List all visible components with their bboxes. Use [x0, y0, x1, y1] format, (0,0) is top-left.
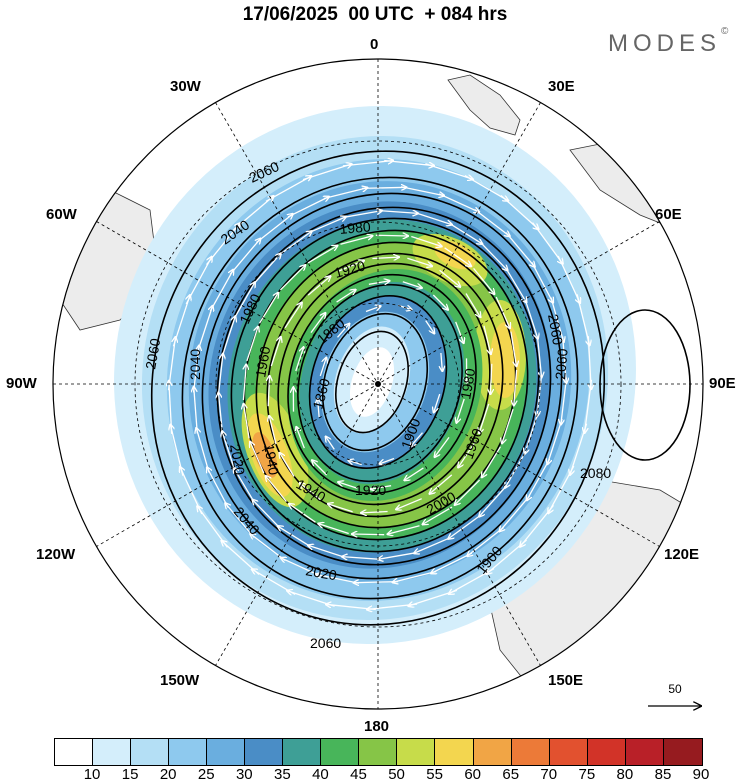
contour-label: 2040 [187, 349, 203, 380]
colorbar-tick: 10 [77, 766, 107, 783]
longitude-label-150w: 150W [160, 672, 199, 689]
colorbar-swatch [55, 739, 93, 765]
colorbar-swatch [321, 739, 359, 765]
colorbar-tick: 40 [305, 766, 335, 783]
contour-label: 2060 [310, 635, 341, 651]
colorbar-swatch [359, 739, 397, 765]
longitude-label-30w: 30W [170, 78, 201, 95]
longitude-label-120w: 120W [36, 546, 75, 563]
vector-scale-arrow [645, 682, 705, 718]
colorbar-tick: 90 [686, 766, 716, 783]
colorbar-swatch [131, 739, 169, 765]
colorbar-tick: 60 [458, 766, 488, 783]
colorbar-swatch [245, 739, 283, 765]
longitude-label-60e: 60E [655, 206, 682, 223]
colorbar-tick: 25 [191, 766, 221, 783]
colorbar-tick: 45 [343, 766, 373, 783]
contour-label: 1980 [339, 218, 372, 237]
colorbar-tick: 75 [572, 766, 602, 783]
colorbar-tick: 50 [382, 766, 412, 783]
longitude-label-120e: 120E [664, 546, 699, 563]
pole-marker [375, 381, 381, 387]
colorbar-swatch [512, 739, 550, 765]
colorbar-tick: 20 [153, 766, 183, 783]
longitude-label-0: 0 [370, 36, 378, 53]
colorbar-tick: 35 [267, 766, 297, 783]
colorbar-swatch [435, 739, 473, 765]
colorbar-swatch [93, 739, 131, 765]
colorbar-tick: 65 [496, 766, 526, 783]
longitude-label-30e: 30E [548, 78, 575, 95]
colorbar-swatch [207, 739, 245, 765]
contour-label: 2060 [552, 348, 571, 381]
wind-vector [352, 534, 385, 535]
contour-label: 2080 [580, 465, 611, 481]
longitude-label-90w: 90W [6, 375, 37, 392]
longitude-label-150e: 150E [548, 672, 583, 689]
colorbar-swatch [169, 739, 207, 765]
contour-label: 1920 [355, 482, 386, 498]
colorbar-swatch [664, 739, 702, 765]
colorbar-tick: 70 [534, 766, 564, 783]
colorbar-tick: 85 [648, 766, 678, 783]
colorbar-swatch [626, 739, 664, 765]
colorbar-tick: 80 [610, 766, 640, 783]
wind-vector [376, 235, 409, 236]
longitude-label-180: 180 [364, 718, 389, 735]
colorbar-tick: 30 [229, 766, 259, 783]
colorbar-swatch [474, 739, 512, 765]
colorbar-swatch [397, 739, 435, 765]
vector-scale: 50 [645, 682, 705, 718]
colorbar-swatch [283, 739, 321, 765]
colorbar-tick: 55 [420, 766, 450, 783]
colorbar-tick: 15 [115, 766, 145, 783]
longitude-label-90e: 90E [709, 375, 736, 392]
colorbar [54, 738, 703, 766]
colorbar-swatch [550, 739, 588, 765]
longitude-label-60w: 60W [46, 206, 77, 223]
colorbar-swatch [588, 739, 626, 765]
